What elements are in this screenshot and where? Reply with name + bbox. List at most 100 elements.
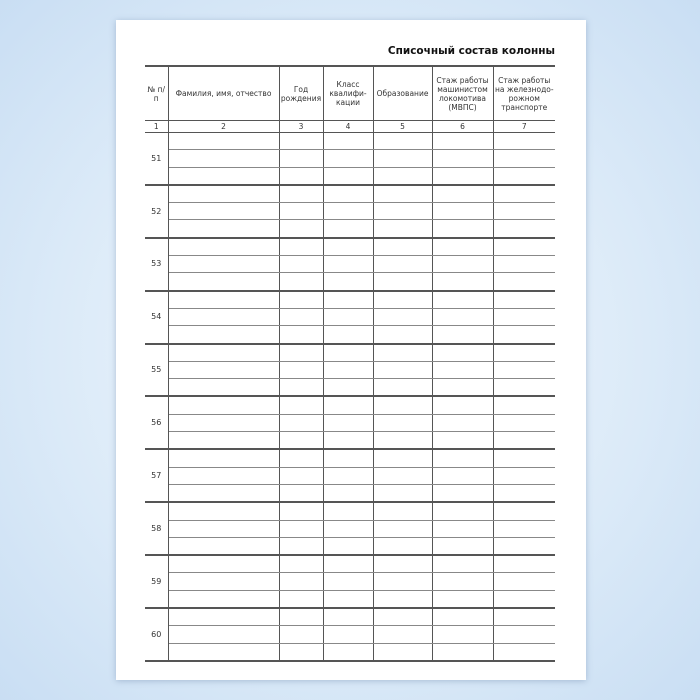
entry-cell[interactable] <box>431 537 494 557</box>
entry-cell[interactable] <box>431 290 494 309</box>
entry-cell[interactable] <box>278 590 324 610</box>
entry-cell[interactable] <box>492 378 555 398</box>
entry-cell[interactable] <box>278 184 324 204</box>
entry-cell[interactable] <box>168 308 280 327</box>
entry-cell[interactable] <box>492 184 555 204</box>
entry-cell[interactable] <box>431 255 494 274</box>
entry-cell[interactable] <box>372 572 433 591</box>
entry-cell[interactable] <box>167 343 280 362</box>
entry-cell[interactable] <box>431 608 494 627</box>
entry-cell[interactable] <box>278 625 324 644</box>
entry-cell[interactable] <box>278 272 324 292</box>
entry-cell[interactable] <box>431 431 494 451</box>
entry-cell[interactable] <box>431 343 494 362</box>
entry-cell[interactable] <box>431 167 494 186</box>
entry-cell[interactable] <box>278 290 324 309</box>
entry-cell[interactable] <box>322 414 374 433</box>
entry-cell[interactable] <box>167 449 280 468</box>
entry-cell[interactable] <box>492 308 555 327</box>
entry-cell[interactable] <box>492 414 555 433</box>
entry-cell[interactable] <box>322 449 374 468</box>
entry-cell[interactable] <box>372 520 433 538</box>
entry-cell[interactable] <box>372 625 433 644</box>
entry-cell[interactable] <box>278 149 324 168</box>
entry-cell[interactable] <box>431 414 494 433</box>
entry-cell[interactable] <box>372 608 433 627</box>
entry-cell[interactable] <box>431 184 494 204</box>
entry-cell[interactable] <box>168 643 280 662</box>
entry-cell[interactable] <box>431 590 494 610</box>
entry-cell[interactable] <box>431 325 494 345</box>
entry-cell[interactable] <box>168 484 280 504</box>
entry-cell[interactable] <box>322 308 374 327</box>
entry-cell[interactable] <box>278 343 324 362</box>
entry-cell[interactable] <box>372 308 433 327</box>
entry-cell[interactable] <box>278 431 324 451</box>
entry-cell[interactable] <box>492 572 555 591</box>
entry-cell[interactable] <box>278 237 324 257</box>
entry-cell[interactable] <box>168 255 280 274</box>
entry-cell[interactable] <box>492 520 555 538</box>
entry-cell[interactable] <box>492 625 555 644</box>
entry-cell[interactable] <box>278 325 324 345</box>
entry-cell[interactable] <box>322 132 374 151</box>
entry-cell[interactable] <box>372 325 433 345</box>
entry-cell[interactable] <box>322 555 374 574</box>
entry-cell[interactable] <box>322 237 374 257</box>
entry-cell[interactable] <box>492 502 555 521</box>
entry-cell[interactable] <box>322 502 374 521</box>
entry-cell[interactable] <box>372 272 433 292</box>
entry-cell[interactable] <box>431 237 494 257</box>
entry-cell[interactable] <box>168 219 280 239</box>
entry-cell[interactable] <box>322 520 374 538</box>
entry-cell[interactable] <box>492 643 555 662</box>
entry-cell[interactable] <box>492 167 555 186</box>
entry-cell[interactable] <box>167 184 280 204</box>
entry-cell[interactable] <box>372 590 433 610</box>
entry-cell[interactable] <box>431 219 494 239</box>
entry-cell[interactable] <box>322 325 374 345</box>
entry-cell[interactable] <box>431 202 494 221</box>
entry-cell[interactable] <box>322 572 374 591</box>
entry-cell[interactable] <box>372 255 433 274</box>
entry-cell[interactable] <box>322 608 374 627</box>
entry-cell[interactable] <box>372 132 433 151</box>
entry-cell[interactable] <box>168 467 280 485</box>
entry-cell[interactable] <box>372 467 433 485</box>
entry-cell[interactable] <box>322 396 374 415</box>
entry-cell[interactable] <box>322 537 374 557</box>
entry-cell[interactable] <box>278 202 324 221</box>
entry-cell[interactable] <box>168 378 280 398</box>
entry-cell[interactable] <box>278 414 324 433</box>
entry-cell[interactable] <box>372 184 433 204</box>
entry-cell[interactable] <box>278 255 324 274</box>
entry-cell[interactable] <box>322 149 374 168</box>
entry-cell[interactable] <box>278 555 324 574</box>
entry-cell[interactable] <box>168 625 280 644</box>
entry-cell[interactable] <box>168 167 280 186</box>
entry-cell[interactable] <box>322 625 374 644</box>
entry-cell[interactable] <box>322 343 374 362</box>
entry-cell[interactable] <box>167 502 280 521</box>
entry-cell[interactable] <box>492 431 555 451</box>
entry-cell[interactable] <box>372 449 433 468</box>
entry-cell[interactable] <box>322 272 374 292</box>
entry-cell[interactable] <box>431 467 494 485</box>
entry-cell[interactable] <box>278 396 324 415</box>
entry-cell[interactable] <box>167 396 280 415</box>
entry-cell[interactable] <box>278 308 324 327</box>
entry-cell[interactable] <box>278 643 324 662</box>
entry-cell[interactable] <box>372 431 433 451</box>
entry-cell[interactable] <box>431 555 494 574</box>
entry-cell[interactable] <box>278 167 324 186</box>
entry-cell[interactable] <box>168 431 280 451</box>
entry-cell[interactable] <box>372 219 433 239</box>
entry-cell[interactable] <box>372 555 433 574</box>
entry-cell[interactable] <box>278 361 324 380</box>
entry-cell[interactable] <box>372 149 433 168</box>
entry-cell[interactable] <box>168 325 280 345</box>
entry-cell[interactable] <box>278 219 324 239</box>
entry-cell[interactable] <box>168 149 280 168</box>
entry-cell[interactable] <box>431 272 494 292</box>
entry-cell[interactable] <box>492 537 555 557</box>
